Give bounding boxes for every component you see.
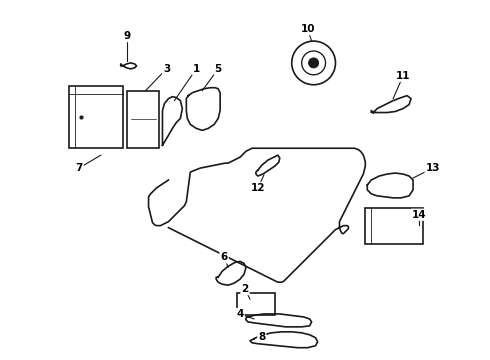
Text: 3: 3 — [163, 64, 170, 74]
Circle shape — [292, 41, 336, 85]
Bar — [69, 86, 122, 148]
Text: 13: 13 — [426, 163, 440, 173]
Circle shape — [309, 58, 318, 68]
Text: 6: 6 — [220, 252, 228, 262]
Text: 4: 4 — [236, 309, 244, 319]
Text: 8: 8 — [258, 332, 266, 342]
Text: 12: 12 — [251, 183, 265, 193]
Text: 5: 5 — [215, 64, 222, 74]
Bar — [366, 208, 423, 244]
Circle shape — [302, 51, 325, 75]
Bar — [237, 293, 275, 315]
Text: 11: 11 — [396, 71, 410, 81]
Text: 9: 9 — [123, 31, 130, 41]
Bar — [127, 91, 159, 148]
Text: 7: 7 — [75, 163, 83, 173]
Text: 1: 1 — [193, 64, 200, 74]
Text: 14: 14 — [412, 210, 426, 220]
Text: 10: 10 — [300, 24, 315, 34]
Text: 2: 2 — [242, 284, 248, 294]
